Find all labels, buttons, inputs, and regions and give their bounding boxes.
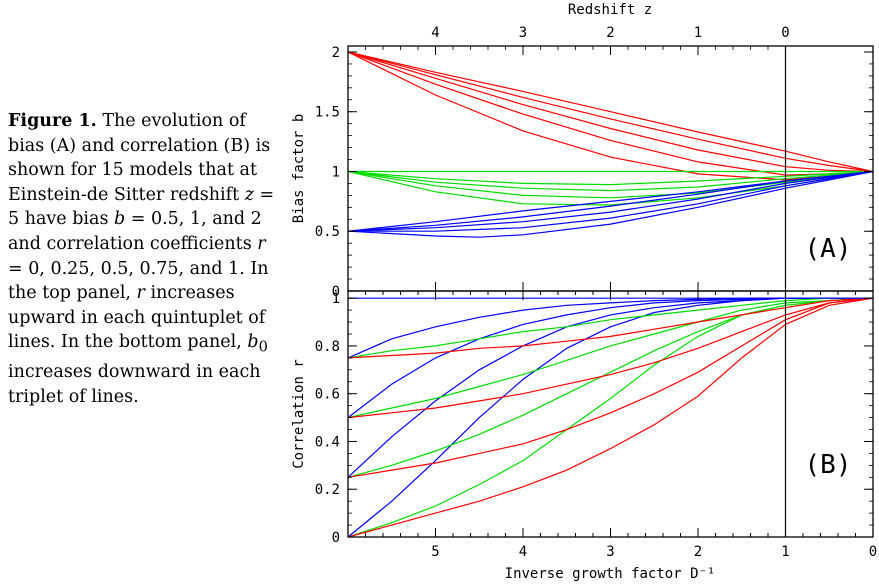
caption-text: increases upward in each quintuplet of l…: [8, 283, 266, 353]
series-line: [347, 297, 874, 538]
caption-sub: 0: [258, 338, 268, 356]
y-tick-label: 0.6: [315, 387, 340, 403]
y-tick-label: 0.4: [315, 434, 340, 450]
series-line: [347, 51, 874, 173]
series-line: [347, 51, 874, 173]
x-tick-label: 1: [781, 544, 789, 560]
series-line: [347, 51, 874, 173]
panel-a: 0 0.5 1 1.5 2 Bias factor b (A) 4 3 2 1 0 Redshift z: [291, 2, 874, 300]
x-tick-label: 5: [431, 544, 439, 560]
caption-text: = 5 have bias: [8, 184, 275, 230]
top-x-tick-label: 4: [431, 25, 439, 41]
plot-frame: [347, 45, 874, 292]
series-line: [347, 297, 874, 538]
panel-b: 0 0.2 0.4 0.6 0.8 1 Correlation r (B) 5 4 3 2 1 0 Inve…: [291, 290, 877, 582]
top-x-tick-label: 0: [781, 25, 789, 41]
x-tick-label: 0: [869, 544, 877, 560]
caption-var: z: [244, 184, 254, 205]
panel-label: (B): [805, 450, 852, 480]
series-line: [347, 297, 874, 478]
y-tick-label: 0: [332, 530, 340, 546]
x-tick-label: 4: [519, 544, 527, 560]
y-tick-label: 1: [332, 291, 340, 307]
series-line: [347, 297, 873, 478]
top-x-axis-label: Redshift z: [568, 2, 652, 18]
caption-var: r: [136, 283, 145, 304]
y-axis-label: Bias factor b: [291, 114, 307, 224]
top-x-tick-label: 1: [694, 25, 702, 41]
top-x-tick-label: 2: [606, 25, 614, 41]
y-tick-label: 1.5: [315, 105, 340, 121]
y-tick-label: 0: [332, 284, 340, 300]
caption-text: = 0, 0.25, 0.5, 0.75, and 1. In the top …: [8, 258, 269, 304]
y-tick-label: 0.2: [315, 482, 340, 498]
y-tick-label: 0.5: [315, 224, 340, 240]
series-line: [347, 170, 874, 238]
y-tick-label: 1: [332, 164, 340, 180]
caption-var: b: [247, 332, 259, 353]
panel-label: (A): [805, 234, 852, 264]
caption-label: Figure 1.: [8, 111, 97, 131]
series-line: [347, 170, 874, 232]
caption-text: = 0.5, 1, and 2 and correlation coeffici…: [8, 209, 262, 254]
caption-text: increases downward in each triplet of li…: [8, 362, 261, 408]
series-line: [347, 170, 874, 206]
x-axis-label: Inverse growth factor D⁻¹: [505, 566, 716, 582]
top-x-tick-label: 3: [519, 25, 527, 41]
caption-var: b: [113, 209, 126, 230]
y-tick-label: 0.8: [315, 339, 340, 355]
series-line: [347, 297, 874, 478]
series-line: [348, 170, 874, 232]
series-line: [347, 51, 874, 181]
caption-text: The evolution of bias (A) and correlatio…: [8, 111, 271, 205]
y-axis-label: Correlation r: [291, 359, 307, 469]
x-tick-label: 2: [694, 544, 702, 560]
series-line: [347, 297, 873, 538]
series-line: [347, 170, 874, 192]
figure-caption: Figure 1. The evolution of bias (A) and …: [8, 109, 278, 410]
x-tick-label: 3: [606, 544, 614, 560]
series-line: [347, 170, 874, 232]
caption-var: r: [257, 233, 266, 254]
plot-frame: [347, 290, 874, 538]
y-tick-label: 2: [332, 45, 340, 61]
series-line: [347, 170, 874, 186]
